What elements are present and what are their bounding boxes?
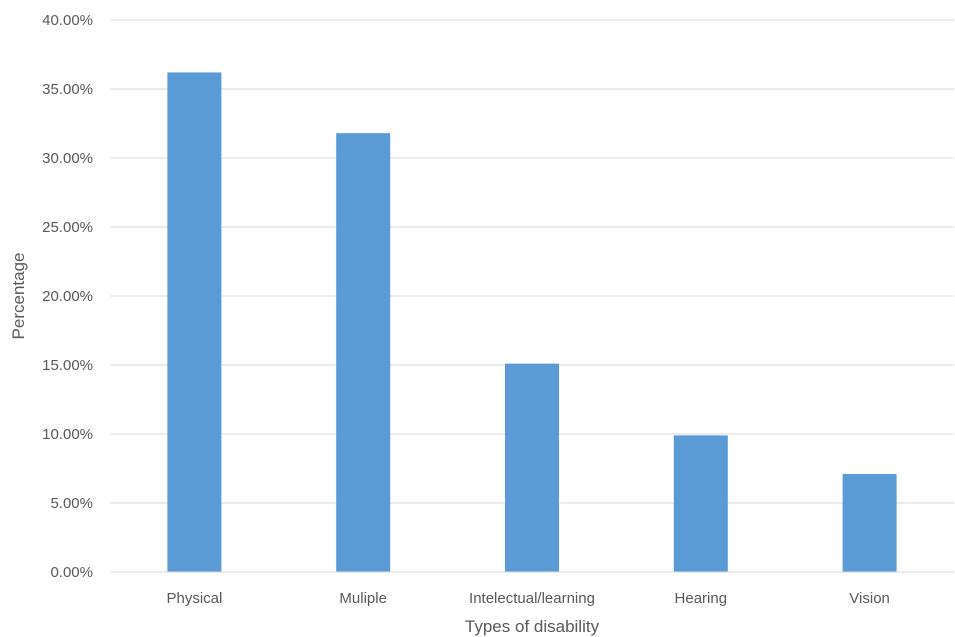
y-tick-label: 5.00% [50,495,93,512]
y-tick-label: 35.00% [42,81,93,98]
y-axis-ticks: 0.00% 5.00% 10.00% 15.00% 20.00% 25.00% 30.00%… [42,12,93,581]
bar [505,363,559,572]
y-tick-label: 30.00% [42,150,93,167]
y-tick-label: 25.00% [42,219,93,236]
bar [842,474,897,572]
x-tick-label: Vision [849,590,890,607]
x-tick-label: Physical [166,590,222,607]
x-axis-title: Types of disability [465,617,600,636]
bar [167,72,222,572]
y-tick-label: 10.00% [42,426,93,443]
y-tick-label: 0.00% [50,564,93,581]
x-tick-label: Muliple [339,590,387,607]
y-tick-label: 15.00% [42,357,93,374]
x-tick-label: Hearing [675,590,728,607]
x-axis-ticks: Physical Muliple Intelectual/learning Heari… [166,590,889,607]
bars [167,72,897,572]
bar [673,435,728,572]
x-tick-label: Intelectual/learning [469,590,595,607]
bar [336,133,391,572]
y-tick-label: 20.00% [42,288,93,305]
y-axis-title: Percentage [9,253,28,340]
y-tick-label: 40.00% [42,12,93,29]
